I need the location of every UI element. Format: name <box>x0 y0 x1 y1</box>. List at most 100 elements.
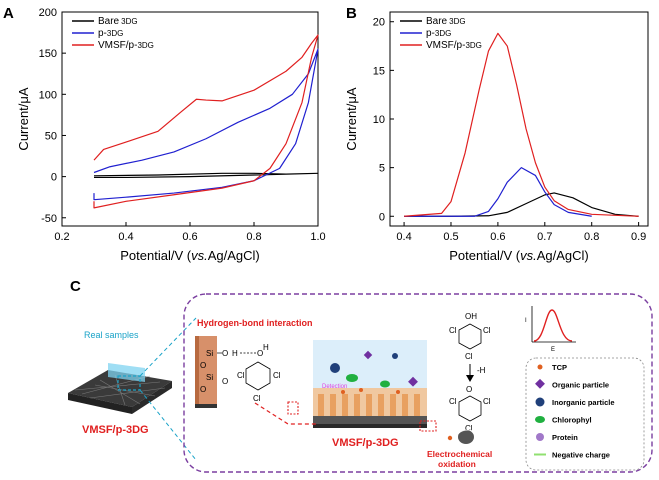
series-line-vmsfp <box>93 34 319 209</box>
h-label-1: H <box>232 349 238 358</box>
panel-b-label: B <box>346 5 357 22</box>
oh-label: OH <box>465 312 477 321</box>
chart-a: 0.2 0.4 0.6 0.8 1.0 -50 0 50 100 150 200 Bare 3DGp-3… <box>16 7 326 263</box>
x-tick-label: 0.7 <box>537 231 552 243</box>
legend-negative-charge-icon <box>534 453 546 456</box>
legend-entry: VMSF/p-3DG <box>98 40 154 51</box>
y-tick-label: 100 <box>39 89 57 101</box>
y-axis-label: Current/μA <box>344 87 359 150</box>
chlorophyl-icon <box>346 374 358 382</box>
zoom-box <box>117 375 141 391</box>
electrode-label-left: VMSF/p-3DG <box>82 424 149 436</box>
tcp-ring-top <box>458 323 482 350</box>
si-label-2: Si <box>206 373 213 382</box>
legend-entry: p-3DG <box>98 28 123 39</box>
y-tick-label: 15 <box>373 65 385 77</box>
x-tick-label: 0.8 <box>246 231 261 243</box>
cl-label-6: Cl <box>465 352 473 361</box>
schematic-legend-box <box>525 357 645 471</box>
x-tick-label: 0.4 <box>396 231 411 243</box>
tcp-molecule-icon <box>447 435 453 441</box>
legend-entry: Bare 3DG <box>426 16 466 27</box>
x-tick-label: 0.8 <box>584 231 599 243</box>
x-tick-label: 0.6 <box>490 231 505 243</box>
cl-label-8: Cl <box>483 397 491 406</box>
legend-negative-charge: Negative charge <box>552 451 610 460</box>
water-drop-icon <box>108 363 145 382</box>
echem-label-2: oxidation <box>438 459 476 469</box>
h-label-2: H <box>263 343 269 352</box>
y-tick-label: 10 <box>373 114 385 126</box>
inorganic-particle-icon-2 <box>392 353 398 359</box>
detection-label: Detection <box>322 384 347 390</box>
inorganic-particle-icon <box>330 363 340 373</box>
hbond-title: Hydrogen-bond interaction <box>197 318 313 328</box>
oxidation-zoom-box <box>419 420 437 432</box>
panel-c-label: C <box>70 278 81 295</box>
x-tick-label: 0.9 <box>631 231 646 243</box>
x-axis-label: Potential/V (vs.Ag/AgCl) <box>449 248 588 263</box>
legend-entry: VMSF/p-3DG <box>426 40 482 51</box>
x-axis-label: Potential/V (vs.Ag/AgCl) <box>120 248 259 263</box>
dpv-peak <box>533 309 573 342</box>
x-tick-label: 0.4 <box>118 231 133 243</box>
x-tick-label: 0.6 <box>182 231 197 243</box>
legend-organic-particle-icon <box>535 378 545 389</box>
real-samples-label: Real samples <box>84 330 139 340</box>
arrow-down-icon <box>466 375 474 382</box>
cl-label-7: Cl <box>449 397 457 406</box>
echem-label-1: Electrochemical <box>427 449 492 459</box>
cl-label-1: Cl <box>237 371 245 380</box>
organic-particle-icon-2 <box>408 376 418 387</box>
cl-label-3: Cl <box>253 394 261 403</box>
y-tick-label: 200 <box>39 7 57 19</box>
legend-chlorophyl-icon <box>535 416 545 423</box>
sample-illustration: Real samples VMSF/p-3DG <box>68 317 197 461</box>
legend-inorganic-particle: Inorganic particle <box>552 398 615 407</box>
electrode-illustration: Detection VMSF/p-3DG <box>313 340 427 449</box>
legend-entry: Bare 3DG <box>98 16 138 27</box>
chlorophyl-icon-2 <box>380 380 390 388</box>
o-label-1: O <box>200 361 206 370</box>
y-tick-label: 0 <box>379 211 385 223</box>
dpv-inset: I E <box>525 306 576 353</box>
benzene-ring-left <box>245 361 271 391</box>
legend-organic-particle: Organic particle <box>552 381 609 390</box>
series-line-bare <box>93 172 319 179</box>
si-label-1: Si <box>206 349 213 358</box>
y-tick-label: 5 <box>379 163 385 175</box>
zoom-line-top <box>139 317 197 377</box>
dpv-xlabel: E <box>551 347 555 353</box>
dpv-ylabel: I <box>525 318 527 324</box>
y-tick-label: 150 <box>39 48 57 60</box>
organic-particle-icon <box>363 350 373 360</box>
deprot-label: -H <box>477 366 486 375</box>
legend-chlorophyl: Chlorophyl <box>552 416 592 425</box>
x-tick-label: 0.2 <box>54 231 69 243</box>
oxidation-reactor-icon <box>458 430 474 444</box>
cl-label-4: Cl <box>449 326 457 335</box>
hbond-zoom-box <box>287 401 299 415</box>
hbond-connector <box>254 402 318 425</box>
legend-entry: p-3DG <box>426 28 451 39</box>
x-tick-label: 1.0 <box>310 231 325 243</box>
panel-a-label: A <box>3 5 14 22</box>
o-label-4: O <box>257 349 263 358</box>
tcp-ring-bottom <box>458 395 482 422</box>
silica-wall <box>195 336 217 404</box>
o-label-2: O <box>200 385 206 394</box>
schematic-legend: TCP Organic particle Inorganic particle Chl… <box>534 363 615 460</box>
cl-label-5: Cl <box>483 326 491 335</box>
series-line-vmsfp <box>404 32 639 217</box>
series-line-bare <box>404 192 639 217</box>
y-tick-label: -50 <box>41 213 57 225</box>
schematic-frame <box>183 293 653 473</box>
tcp-oxidation-illustration: OH Cl Cl Cl -H O Cl Cl Cl Electrochemica… <box>427 312 492 469</box>
legend-tcp: TCP <box>552 363 567 372</box>
legend-protein: Protein <box>552 433 578 442</box>
series-line-p <box>404 167 592 217</box>
y-axis-label: Current/μA <box>16 87 31 150</box>
y-tick-label: 50 <box>45 130 57 142</box>
series-line-p <box>93 48 319 201</box>
legend-protein-icon <box>536 433 544 441</box>
